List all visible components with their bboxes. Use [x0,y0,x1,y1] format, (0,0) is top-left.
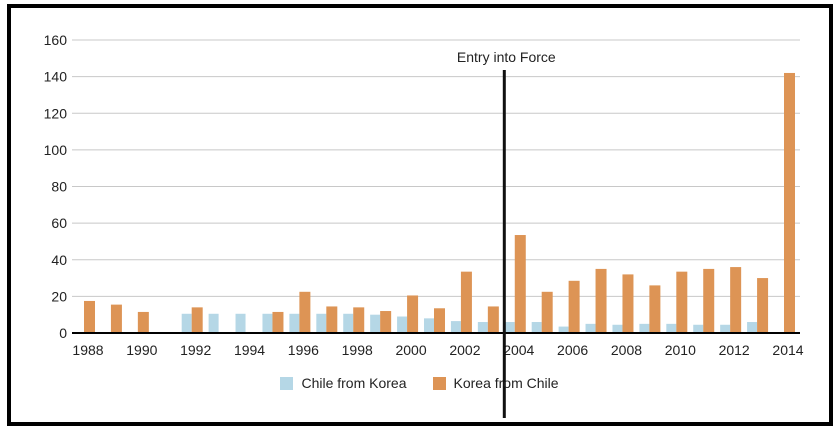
bar-korea-from-chile-1990 [137,311,149,333]
bar-chile-from-korea-1997 [316,313,327,333]
x-tick-label: 1992 [180,342,211,358]
x-tick-label: 2002 [449,342,480,358]
legend-swatch-orange [432,376,446,390]
y-tick-label: 20 [51,288,67,304]
bar-korea-from-chile-2001 [434,308,445,333]
bar-chile-from-korea-1994 [235,313,246,333]
bar-korea-from-chile-1997 [326,306,338,333]
y-tick-label: 140 [44,69,68,85]
y-tick-label: 160 [44,32,68,48]
bar-chile-from-korea-2002 [450,321,461,333]
legend-item-chile-from-korea: Chile from Korea [280,375,407,391]
x-tick-label: 2010 [665,342,696,358]
bar-korea-from-chile-2014 [784,72,795,334]
bar-chile-from-korea-2001 [424,318,434,333]
legend-label: Chile from Korea [301,375,407,391]
legend-label: Korea from Chile [453,375,559,391]
bar-chile-from-korea-2011 [693,324,704,333]
y-tick-label: 40 [51,252,67,268]
bar-korea-from-chile-2008 [622,274,634,333]
x-tick-label: 2006 [557,342,588,358]
x-tick-label: 2008 [611,342,642,358]
y-tick-label: 0 [59,325,67,341]
x-tick-label: 1988 [72,342,103,358]
legend: Chile from Korea Korea from Chile [0,375,839,391]
bar-chile-from-korea-1998 [343,313,354,333]
bar-chile-from-korea-2003 [477,322,488,333]
bar-korea-from-chile-2013 [757,278,769,333]
y-tick-label: 80 [51,179,67,195]
bar-korea-from-chile-2003 [487,306,499,333]
x-tick-label: 2012 [719,342,750,358]
bar-chile-from-korea-2006 [558,326,569,333]
legend-swatch-blue [280,376,294,390]
bar-korea-from-chile-2004 [514,235,526,333]
bar-korea-from-chile-1992 [191,307,203,333]
bar-chile-from-korea-1999 [370,314,381,333]
x-tick-label: 2004 [503,342,534,358]
bar-chile-from-korea-2012 [720,324,731,333]
bar-korea-from-chile-1998 [353,307,365,333]
x-tick-label: 1996 [288,342,319,358]
bar-korea-from-chile-2000 [407,295,419,333]
bar-chile-from-korea-1995 [262,313,273,333]
x-tick-label: 1990 [126,342,157,358]
bar-korea-from-chile-1999 [380,311,392,333]
y-tick-label: 120 [44,105,68,121]
bar-chile-from-korea-2004 [504,322,515,333]
chart-frame [7,4,833,426]
x-tick-label: 2014 [772,342,803,358]
y-tick-label: 60 [51,215,67,231]
bar-korea-from-chile-2005 [541,291,553,333]
bar-chile-from-korea-2007 [585,323,596,333]
bar-chile-from-korea-2009 [639,323,650,333]
y-tick-label: 100 [44,142,68,158]
bar-chile-from-korea-1993 [208,313,219,333]
bar-korea-from-chile-1989 [110,304,122,333]
bar-korea-from-chile-2009 [649,285,661,333]
bar-chile-from-korea-1992 [181,313,192,333]
x-tick-label: 1998 [342,342,373,358]
entry-into-force-label: Entry into Force [457,49,556,65]
bar-korea-from-chile-2010 [676,271,688,333]
bar-korea-from-chile-2011 [703,268,715,333]
bar-chile-from-korea-2000 [397,316,408,333]
bar-chile-from-korea-1996 [289,313,300,333]
bar-korea-from-chile-2007 [595,268,607,333]
bar-chile-from-korea-2005 [531,322,542,333]
bar-korea-from-chile-1988 [84,300,95,333]
bar-chile-from-korea-2013 [747,322,758,333]
x-tick-label: 2000 [395,342,426,358]
bar-chile-from-korea-2008 [612,324,623,333]
bar-chile-from-korea-2010 [666,323,677,333]
legend-item-korea-from-chile: Korea from Chile [432,375,559,391]
x-tick-label: 1994 [234,342,265,358]
bar-korea-from-chile-2012 [730,267,742,333]
bar-korea-from-chile-1995 [272,311,284,333]
bar-korea-from-chile-1996 [299,291,311,333]
bar-korea-from-chile-2002 [460,271,472,333]
bar-korea-from-chile-2006 [568,280,580,333]
